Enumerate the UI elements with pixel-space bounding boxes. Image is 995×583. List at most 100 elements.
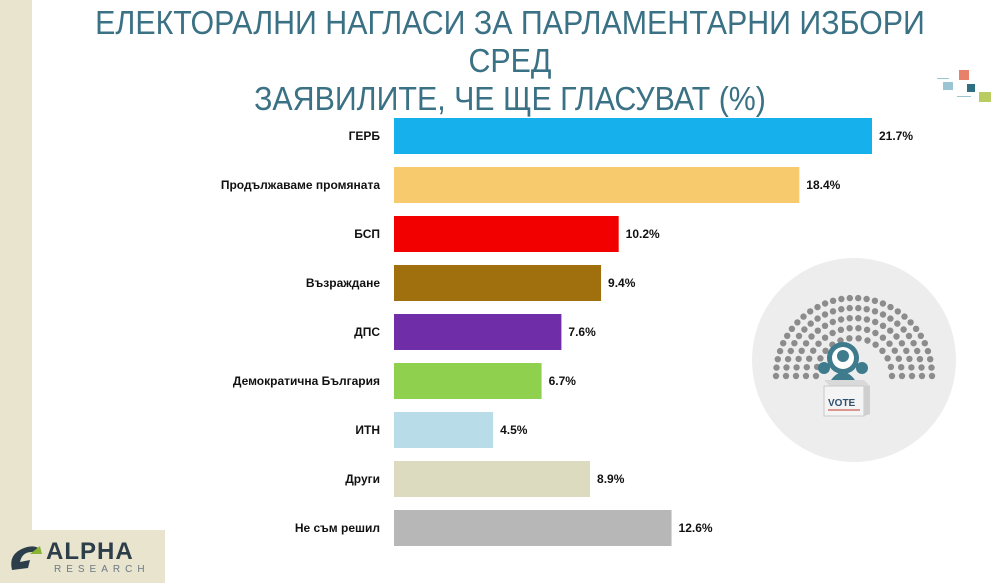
deco-square	[943, 82, 953, 90]
category-label: ИТН	[355, 423, 380, 437]
parliament-seat	[838, 295, 845, 303]
parliament-seat	[908, 372, 916, 380]
parliament-seat	[802, 372, 810, 380]
parliament-seat	[927, 356, 934, 363]
parliament-seat	[793, 364, 800, 371]
parliament-seat	[788, 325, 796, 332]
parliament-seat	[846, 294, 853, 302]
parliament-seat	[807, 320, 814, 327]
parliament-seat	[898, 340, 906, 347]
parliament-seat	[908, 364, 915, 371]
deco-square	[979, 92, 991, 102]
parliament-seat	[871, 308, 879, 315]
value-label: 21.7%	[879, 129, 913, 143]
parliament-seat	[863, 306, 870, 313]
parliament-seat	[887, 363, 895, 371]
parliament-seat	[837, 316, 845, 323]
alpha-research-logo: ALPHA RESEARCH	[0, 530, 165, 583]
parliament-seat	[903, 347, 910, 354]
parliament-seat	[821, 322, 829, 329]
deco-line	[937, 78, 949, 79]
parliament-seat	[898, 364, 905, 371]
parliament-seat	[822, 347, 829, 354]
parliament-seat	[864, 337, 871, 344]
category-label: Възраждане	[306, 276, 380, 290]
parliament-seat	[893, 333, 900, 340]
parliament-seat	[906, 355, 913, 363]
parliament-seat	[928, 364, 935, 371]
category-label: ДПС	[354, 325, 380, 339]
parliament-seat	[812, 372, 820, 380]
category-label: Не съм решил	[295, 521, 380, 535]
parliament-seat	[798, 347, 805, 354]
category-label: Демократична България	[233, 374, 380, 388]
parliament-seat	[891, 347, 898, 354]
parliament-seat	[887, 315, 894, 322]
parliament-seat	[772, 372, 780, 380]
parliament-seat	[855, 335, 862, 342]
voter-icon	[818, 342, 868, 380]
parliament-seat	[887, 303, 894, 311]
parliament-seat	[900, 326, 907, 333]
parliament-seat	[888, 372, 896, 380]
parliament-seat	[879, 300, 887, 307]
parliament-seat	[773, 364, 780, 371]
parliament-seat	[887, 327, 894, 334]
bar	[394, 314, 562, 350]
parliament-seat	[821, 334, 829, 341]
parliament-seat	[829, 308, 837, 315]
deco-line	[957, 96, 971, 97]
parliament-seat	[872, 341, 879, 348]
bar	[394, 510, 672, 546]
logo-mark-icon	[11, 546, 42, 570]
parliament-seat	[872, 318, 879, 326]
value-label: 4.5%	[500, 423, 528, 437]
parliament-seat	[846, 304, 853, 312]
parliament-seat	[846, 325, 853, 332]
parliament-seat	[917, 332, 924, 339]
parliament-seat	[907, 319, 914, 326]
parliament-seat	[821, 311, 829, 318]
parliament-seat	[879, 347, 886, 354]
parliament-seat	[898, 372, 906, 380]
parliament-seat	[863, 295, 870, 303]
parliament-seat	[894, 308, 901, 315]
parliament-seat	[784, 332, 791, 339]
decorative-squares	[935, 68, 995, 108]
parliament-seat	[846, 315, 853, 322]
parliament-seat	[895, 355, 902, 362]
bar	[394, 265, 602, 301]
parliament-seat	[846, 335, 853, 342]
parliament-seat	[894, 320, 901, 327]
bar	[394, 216, 619, 252]
parliament-seat	[807, 308, 814, 315]
parliament-seat	[855, 294, 862, 302]
parliament-seat	[928, 372, 936, 380]
parliament-seat	[918, 372, 926, 380]
parliament-seat	[912, 325, 920, 332]
parliament-seat	[810, 347, 817, 354]
value-label: 7.6%	[568, 325, 596, 339]
parliament-seat	[776, 347, 784, 355]
parliament-seat	[863, 326, 871, 333]
parliament-seat	[791, 340, 798, 347]
parliament-graphic: VOTE	[772, 294, 936, 417]
ballot-box-icon: VOTE	[823, 380, 870, 417]
parliament-seat	[918, 364, 925, 371]
parliament-seat	[808, 333, 815, 340]
parliament-seat	[814, 327, 821, 334]
parliament-seat	[795, 332, 803, 340]
value-label: 8.9%	[597, 472, 625, 486]
bar	[394, 461, 591, 497]
parliament-seat	[814, 315, 821, 322]
parliament-seat	[901, 313, 908, 320]
parliament-seat	[871, 297, 879, 304]
value-label: 10.2%	[626, 227, 660, 241]
parliament-seat	[886, 340, 893, 347]
parliament-seat	[837, 326, 845, 333]
parliament-seat	[855, 304, 862, 312]
page-title: ЕЛЕКТОРАЛНИ НАГЛАСИ ЗА ПАРЛАМЕНТАРНИ ИЗБ…	[78, 4, 943, 118]
category-label: ГЕРБ	[349, 129, 381, 143]
deco-square	[959, 70, 969, 80]
parliament-seat	[855, 325, 862, 332]
